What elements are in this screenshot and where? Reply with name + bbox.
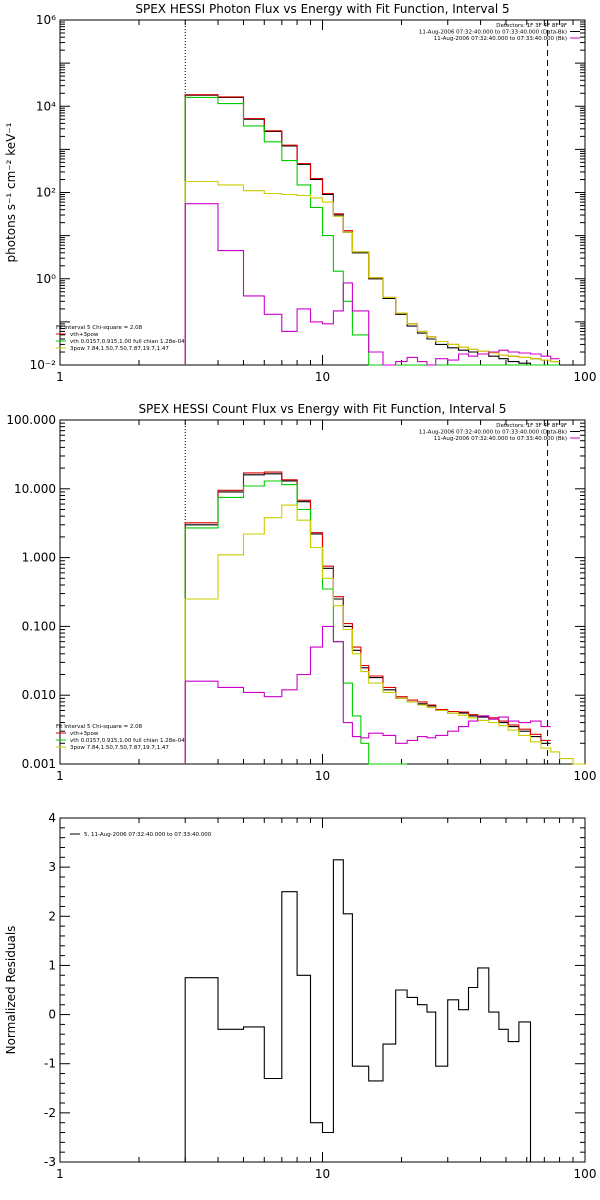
series-line-3: [184, 480, 408, 765]
legend-entry: vth 0.0157,0.915,1.00 full chian 1.28e-0…: [70, 339, 185, 345]
y-axis-label: photons s⁻¹ cm⁻² keV⁻¹: [4, 122, 18, 262]
info-text-3: 11-Aug-2006 07:32:40.000 to 07:33:40.000…: [434, 36, 567, 42]
x-tick-label: 100: [574, 370, 597, 384]
y-tick-label: -1: [44, 1057, 56, 1071]
series-line-2: [184, 471, 551, 764]
series-line-1: [184, 473, 551, 764]
y-tick-label: 100.000: [6, 413, 56, 427]
x-tick-label: 10: [315, 769, 330, 783]
y-tick-label: -2: [44, 1106, 56, 1120]
y-tick-label: 0.010: [22, 688, 56, 702]
x-tick-label: 100: [574, 769, 597, 783]
x-tick-label: 10: [315, 1167, 330, 1181]
info-text-2: 11-Aug-2006 07:32:40.000 to 07:33:40.000…: [419, 430, 567, 436]
chart-title: SPEX HESSI Photon Flux vs Energy with Fi…: [135, 2, 509, 16]
legend-entry: vth+3pow: [70, 731, 99, 737]
series-line-5: [184, 625, 551, 764]
x-tick-label: 100: [574, 1167, 597, 1181]
series-line-5: [184, 203, 560, 366]
x-tick-label: 1: [56, 769, 64, 783]
y-tick-label: 10.000: [14, 482, 56, 496]
y-tick-label: 10⁴: [36, 99, 56, 113]
y-tick-label: 0: [48, 1008, 56, 1022]
chart-panel-3: 1 10 100 -3 -2 -1 0 1 2 3 4 Normalized Residuals 5, …: [4, 811, 596, 1181]
info-text-3: 11-Aug-2006 07:32:40.000 to 07:33:40.000…: [434, 436, 567, 442]
series-line-4: [184, 504, 585, 765]
plot-frame: [59, 419, 586, 765]
y-tick-label: 10⁻²: [30, 358, 57, 372]
info-text-2: 11-Aug-2006 07:32:40.000 to 07:33:40.000…: [419, 30, 567, 36]
y-axis-label: Normalized Residuals: [4, 926, 18, 1055]
y-tick-label: 10⁶: [36, 13, 56, 27]
y-tick-label: 3: [48, 860, 56, 874]
legend-entry: 3pow 7.84,1.50,7.50,7.87,19.7,1.47: [70, 745, 169, 751]
legend-entry: vth 0.0157,0.915,1.00 full chian 1.28e-0…: [70, 738, 185, 744]
x-tick-label: 10: [315, 370, 330, 384]
y-tick-label: 0.100: [22, 619, 56, 633]
legend-entry: 3pow 7.84,1.50,7.50,7.87,19.7,1.47: [70, 346, 169, 352]
y-tick-label: 10²: [36, 186, 56, 200]
series-line-4: [184, 180, 560, 365]
y-tick-label: -3: [44, 1155, 56, 1169]
legend-entry: Fit Interval 5 Chi-square = 2.08: [56, 724, 143, 730]
x-tick-label: 1: [56, 1167, 64, 1181]
series-line-1: [184, 859, 551, 1163]
y-tick-label: 1: [48, 958, 56, 972]
y-tick-label: 2: [48, 909, 56, 923]
chart-panel-2: SPEX HESSI Count Flux vs Energy with Fit…: [6, 402, 596, 783]
y-tick-label: 1.000: [22, 551, 56, 565]
series-line-1: [184, 94, 560, 366]
info-text-1: Detectors: 1F 3F 4F 8F 9F: [496, 423, 567, 429]
legend-entry: vth+3pow: [70, 332, 99, 338]
series-line-3: [184, 96, 560, 366]
series-line-2: [184, 94, 560, 365]
chart-panel-1: SPEX HESSI Photon Flux vs Energy with Fi…: [4, 2, 596, 384]
y-tick-label: 0.001: [22, 757, 56, 771]
y-tick-label: 4: [48, 811, 56, 825]
info-text-1: Detectors: 1F 3F 4F 8F 9F: [496, 23, 567, 29]
y-tick-label: 10⁰: [36, 272, 56, 286]
x-tick-label: 1: [56, 370, 64, 384]
chart-title: SPEX HESSI Count Flux vs Energy with Fit…: [138, 402, 506, 416]
legend-entry: 5, 11-Aug-2006 07:32:40.000 to 07:33:40.…: [84, 832, 212, 838]
legend-entry: Fit Interval 5 Chi-square = 2.08: [56, 325, 143, 331]
plot-frame: [59, 817, 586, 1163]
